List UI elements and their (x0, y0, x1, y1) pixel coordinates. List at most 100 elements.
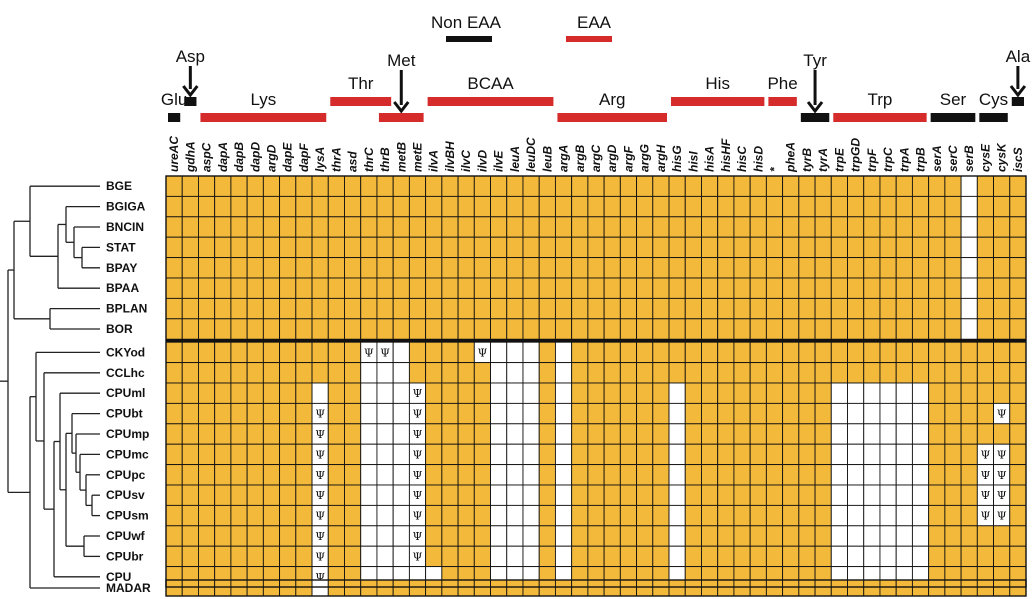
cell-BPAA-dapD (246, 277, 264, 299)
cell-CPUmp-ureAC (165, 423, 183, 445)
cell-BGE-pheA (782, 175, 800, 197)
group-label-thr: Thr (348, 74, 374, 93)
cell-STAT-serC (944, 236, 962, 259)
cell-BGIGA-trpE (830, 195, 848, 218)
cell-BGIGA-argD (603, 195, 621, 218)
cell-STAT-hisC (733, 236, 751, 259)
cell-CPUwf-trpF (863, 525, 881, 547)
cell-BPLAN-dapB (230, 297, 248, 320)
cell-CPUmp-argD (603, 423, 621, 445)
cell-CKYod-leuA (506, 341, 524, 364)
cell-CCLhc-thrA (327, 362, 345, 384)
taxon-label-CPU: CPU (106, 570, 131, 584)
gene-label-iscS: iscS (1011, 147, 1025, 172)
cell-CPUmp-cysE (976, 423, 995, 445)
cell-CPUbr-iscS (1009, 545, 1027, 568)
cell-CPUbr-argC (587, 545, 605, 568)
cell-CPUmp-argC (587, 423, 605, 445)
cell-BGIGA-ilvD (473, 195, 491, 218)
cell-BGE-serB (960, 175, 978, 197)
cell-CKYod-argD (603, 341, 621, 364)
cell-BPAA-ilvBH (441, 277, 459, 299)
pseudogene-mark: Ψ (413, 387, 423, 400)
cell-CPUbr-argG (636, 545, 654, 568)
cell-CPUsm-leuDC (522, 504, 540, 527)
cell-CPUml-hisHF (717, 382, 735, 404)
cell-CPUbr-hisHF (717, 545, 735, 568)
cell-BPAA-dapE (279, 277, 297, 299)
cell-BPLAN-argG (636, 297, 654, 320)
cell-BOR-serA (928, 318, 946, 340)
cell-CPUwf-cysK (993, 525, 1011, 547)
cell-CPUwf-ilvD (473, 525, 491, 547)
cell-BGE-iscS (1009, 175, 1027, 197)
cell-BPLAN-argC (587, 297, 605, 320)
cell-STAT-argB (571, 236, 589, 259)
group-bar-cys (979, 113, 1008, 122)
cell-CPUbt-serA (928, 402, 946, 425)
cell-BPAA-argG (636, 277, 654, 299)
cell-CPUbt-metB (392, 402, 410, 425)
group-bar-glu (168, 113, 181, 122)
group-bar-his (671, 97, 765, 106)
cell-BNCIN-cysE (976, 216, 995, 238)
cell-CPUsv-dapE (279, 484, 297, 506)
cell-BPAY-lysA (311, 257, 329, 279)
pseudogene-mark: Ψ (981, 469, 991, 482)
gene-label-trpGD: trpGD (849, 138, 863, 172)
cell-BGIGA-leuB (538, 195, 556, 218)
cell-CPUpc-serC (944, 464, 962, 486)
cell-CCLhc-metB (392, 362, 410, 384)
cell-CCLhc-asd (344, 362, 362, 384)
group-label-trp: Trp (868, 90, 893, 109)
cell-CCLhc-dapA (214, 362, 232, 384)
gene-label-argH: argH (654, 144, 668, 172)
cell-STAT-hisA (701, 236, 719, 259)
cell-CPUmc-argA (554, 443, 573, 466)
cell-BOR-argD (603, 318, 621, 340)
cell-CPUml-argC (587, 382, 605, 404)
cell-CPUbt-argF (619, 402, 638, 425)
cell-CPUwf-dapB (230, 525, 248, 547)
cell-BOR-serB (960, 318, 978, 340)
cell-CPUml-gdhA (181, 382, 199, 404)
cell-CPUwf-dapF (295, 525, 313, 547)
cell-CPUbr-leuA (506, 545, 524, 568)
group-label-phe: Phe (767, 74, 797, 93)
gene-label-trpF: trpF (865, 148, 879, 172)
cell-CPUmp-dapB (230, 423, 248, 445)
cell-CCLhc-argA (554, 362, 573, 384)
cell-BGE-aspC (197, 175, 216, 197)
cell-BOR-hisI (684, 318, 702, 340)
cell-CKYod-hisI (684, 341, 702, 364)
cell-CPUmc-serB (960, 443, 978, 466)
cell-BPLAN-gdhA (181, 297, 199, 320)
cell-CPUpc-tyrB (798, 464, 816, 486)
cell-CPUbt-leuDC (522, 402, 540, 425)
cell-BOR-leuB (538, 318, 556, 340)
cell-BPAY-hisA (701, 257, 719, 279)
taxon-label-BPAA: BPAA (106, 281, 139, 295)
cell-CPUmp-gdhA (181, 423, 199, 445)
cell-BGE-dapE (279, 175, 297, 197)
gene-label-argA: argA (557, 145, 571, 172)
gene-label-asd: asd (346, 151, 360, 172)
cell-BPAY-metB (392, 257, 410, 279)
cell-CPUmp-ilvBH (441, 423, 459, 445)
cell-BGE-argA (554, 175, 573, 197)
cell-CKYod-trpGD (847, 341, 865, 364)
cell-CPUsv-tyrB (798, 484, 816, 506)
cell-BPAA-tyrA (814, 277, 832, 299)
cell-BGE-asd (344, 175, 362, 197)
cell-BPLAN-argA (554, 297, 573, 320)
cell-BGE-serA (928, 175, 946, 197)
cell-BGIGA-trpGD (847, 195, 865, 218)
cell-CPUwf-argG (636, 525, 654, 547)
cell-BPAA-trpB (911, 277, 930, 299)
pseudogene-mark: Ψ (413, 510, 423, 523)
cell-BOR-dapA (214, 318, 232, 340)
gene-label-argD: argD (605, 144, 619, 172)
cell-CPUwf-argC (587, 525, 605, 547)
cell-BNCIN-ilvA (425, 216, 443, 238)
cell-CPUbt-dapE (279, 402, 297, 425)
